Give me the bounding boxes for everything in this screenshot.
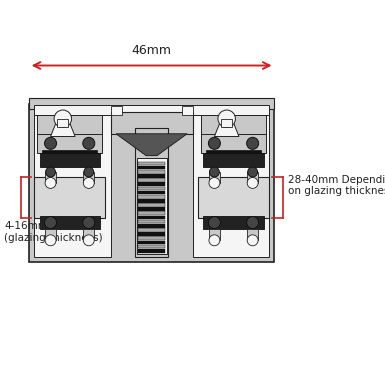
Bar (135, 128, 168, 257)
Bar (40, 216, 100, 229)
Polygon shape (214, 123, 239, 137)
Bar (138, 208, 165, 211)
Circle shape (45, 137, 57, 149)
Bar (204, 153, 264, 167)
Bar (29, 98, 275, 109)
Circle shape (45, 235, 56, 246)
Bar (138, 191, 165, 194)
Bar (110, 112, 192, 134)
Bar (34, 115, 110, 257)
Circle shape (247, 216, 259, 229)
Bar (247, 229, 258, 240)
Circle shape (209, 235, 220, 246)
Text: 4-16mm
(glazing thickness): 4-16mm (glazing thickness) (4, 221, 103, 243)
Text: 46mm: 46mm (132, 44, 172, 57)
Bar (138, 166, 165, 169)
Circle shape (83, 216, 95, 229)
Bar (138, 228, 165, 232)
Polygon shape (116, 134, 187, 156)
Bar (138, 199, 165, 203)
Circle shape (209, 167, 219, 177)
Circle shape (45, 177, 56, 188)
Circle shape (208, 137, 220, 149)
Circle shape (45, 216, 57, 229)
Bar (201, 115, 266, 137)
Bar (221, 119, 232, 127)
Circle shape (84, 167, 94, 177)
Circle shape (208, 216, 220, 229)
Bar (138, 195, 165, 199)
Bar (201, 134, 266, 153)
Bar (209, 229, 220, 240)
Circle shape (247, 235, 258, 246)
Bar (138, 236, 165, 240)
Bar (138, 187, 165, 190)
Bar (137, 158, 167, 254)
Bar (45, 229, 56, 240)
Bar (83, 172, 94, 183)
Bar (206, 150, 261, 156)
Bar (247, 172, 258, 183)
Bar (110, 107, 122, 115)
Bar (34, 105, 269, 115)
Bar (29, 104, 275, 262)
Circle shape (83, 235, 94, 246)
Circle shape (247, 137, 259, 149)
Circle shape (83, 137, 95, 149)
Bar (138, 182, 165, 186)
Circle shape (54, 110, 72, 127)
Bar (198, 177, 269, 218)
Bar (138, 170, 165, 174)
Bar (37, 115, 102, 137)
Bar (138, 174, 165, 178)
Bar (138, 178, 165, 182)
Bar (83, 229, 94, 240)
Bar (138, 162, 165, 165)
Polygon shape (50, 123, 75, 137)
Circle shape (83, 177, 94, 188)
Bar (138, 232, 165, 236)
Bar (138, 203, 165, 207)
Bar (138, 211, 165, 215)
Bar (138, 220, 165, 223)
Text: 28-40mm Depending
on glazing thickness: 28-40mm Depending on glazing thickness (288, 175, 385, 196)
Bar (209, 172, 220, 183)
Circle shape (247, 177, 258, 188)
Bar (192, 115, 269, 257)
Circle shape (209, 177, 220, 188)
Bar (40, 153, 100, 167)
Bar (138, 216, 165, 219)
Circle shape (218, 110, 236, 127)
Bar (138, 241, 165, 244)
Bar (45, 172, 56, 183)
Circle shape (46, 167, 55, 177)
Bar (138, 245, 165, 248)
Bar (138, 249, 165, 253)
Bar (34, 177, 105, 218)
Circle shape (248, 167, 258, 177)
Bar (37, 134, 102, 153)
Bar (182, 107, 192, 115)
Bar (138, 224, 165, 228)
Bar (204, 216, 264, 229)
Bar (42, 150, 97, 156)
Bar (57, 119, 68, 127)
